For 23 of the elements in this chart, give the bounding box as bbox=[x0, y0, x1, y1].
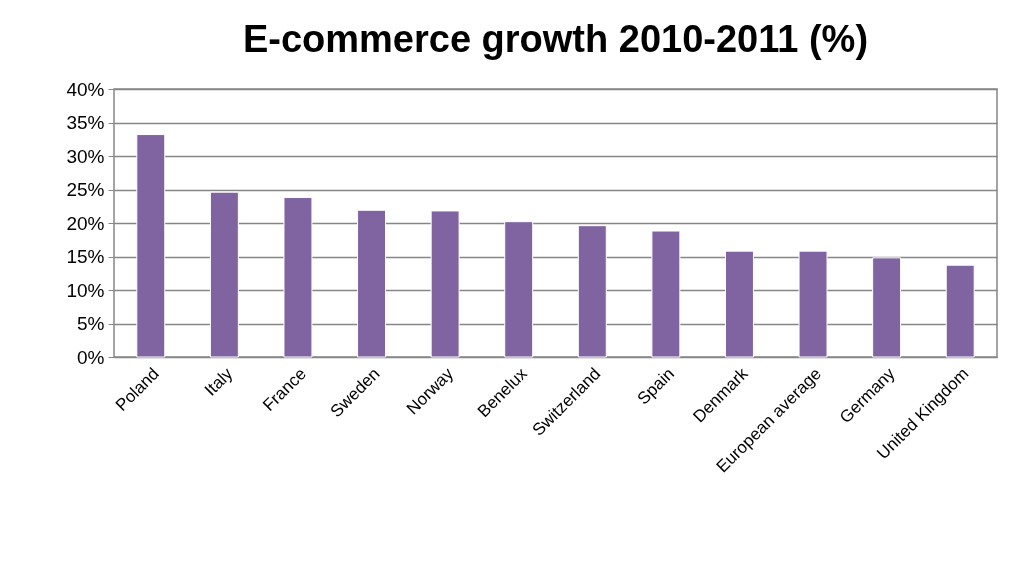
chart-title: E-commerce growth 2010-2011 (%) bbox=[242, 18, 869, 60]
y-tick-label: 5% bbox=[77, 313, 105, 334]
bar bbox=[798, 250, 828, 358]
bar bbox=[724, 250, 754, 358]
bar bbox=[357, 209, 387, 358]
bar bbox=[577, 225, 607, 358]
bar bbox=[283, 197, 313, 358]
y-tick-label: 15% bbox=[66, 246, 105, 267]
bar bbox=[209, 191, 239, 358]
bar bbox=[504, 221, 534, 358]
y-tick-label: 0% bbox=[77, 346, 105, 368]
x-tick-label: Italy bbox=[200, 363, 237, 400]
bar bbox=[651, 230, 681, 358]
bar bbox=[872, 257, 902, 358]
bar bbox=[945, 264, 975, 358]
bar bbox=[136, 134, 166, 358]
y-tick-label: 20% bbox=[66, 212, 105, 234]
y-tick-label: 10% bbox=[66, 279, 105, 301]
bar bbox=[430, 210, 460, 358]
y-tick-label: 25% bbox=[66, 179, 105, 200]
y-tick-label: 35% bbox=[66, 112, 105, 133]
y-tick-label: 40% bbox=[66, 78, 105, 100]
y-tick-label: 30% bbox=[66, 145, 105, 167]
